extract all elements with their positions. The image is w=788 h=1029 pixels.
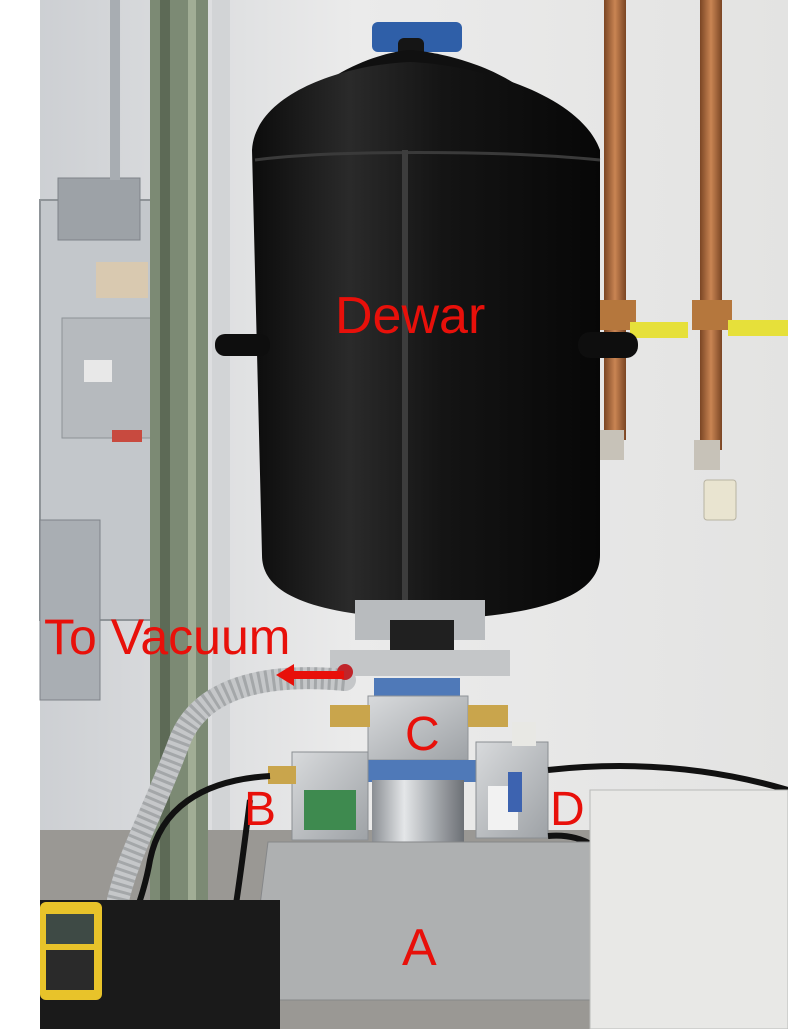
instrument-box	[589, 789, 788, 1029]
unistrut-rail	[150, 0, 208, 1029]
label-a: A	[402, 919, 437, 977]
label-c: C	[405, 708, 440, 761]
label-b: B	[244, 783, 277, 836]
dewar-label: Dewar	[335, 287, 486, 345]
left-margin	[0, 0, 40, 1029]
wall-pipe	[212, 0, 230, 830]
box-d	[475, 722, 549, 839]
vacuum-arrow-icon	[276, 664, 344, 686]
copper-pipes	[596, 0, 788, 470]
vacuum-hose	[107, 667, 356, 911]
multimeter	[40, 902, 102, 1000]
box-b	[268, 751, 369, 841]
conduit	[110, 0, 120, 180]
block-c	[330, 678, 508, 761]
to-vacuum-label: To Vacuum	[44, 609, 291, 665]
dewar-neck	[330, 600, 510, 676]
label-d: D	[550, 783, 585, 836]
wall-outlet	[703, 479, 737, 521]
dewar	[215, 22, 638, 620]
